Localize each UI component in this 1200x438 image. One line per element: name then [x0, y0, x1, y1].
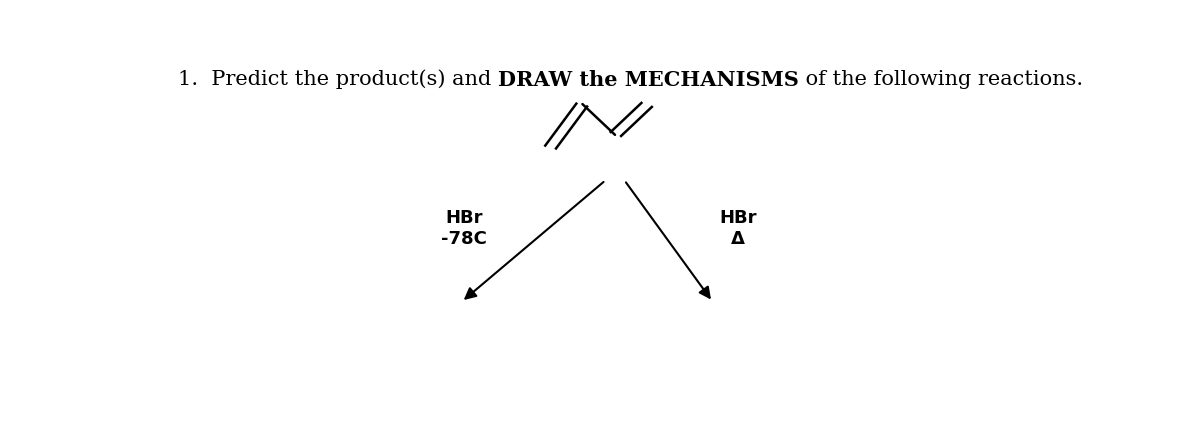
- Text: 1.  Predict the product(s) and: 1. Predict the product(s) and: [178, 69, 498, 89]
- Text: HBr
-78C: HBr -78C: [440, 208, 487, 247]
- Text: of the following reactions.: of the following reactions.: [799, 69, 1082, 88]
- Text: HBr
Δ: HBr Δ: [720, 208, 757, 247]
- Text: DRAW the MECHANISMS: DRAW the MECHANISMS: [498, 69, 799, 89]
